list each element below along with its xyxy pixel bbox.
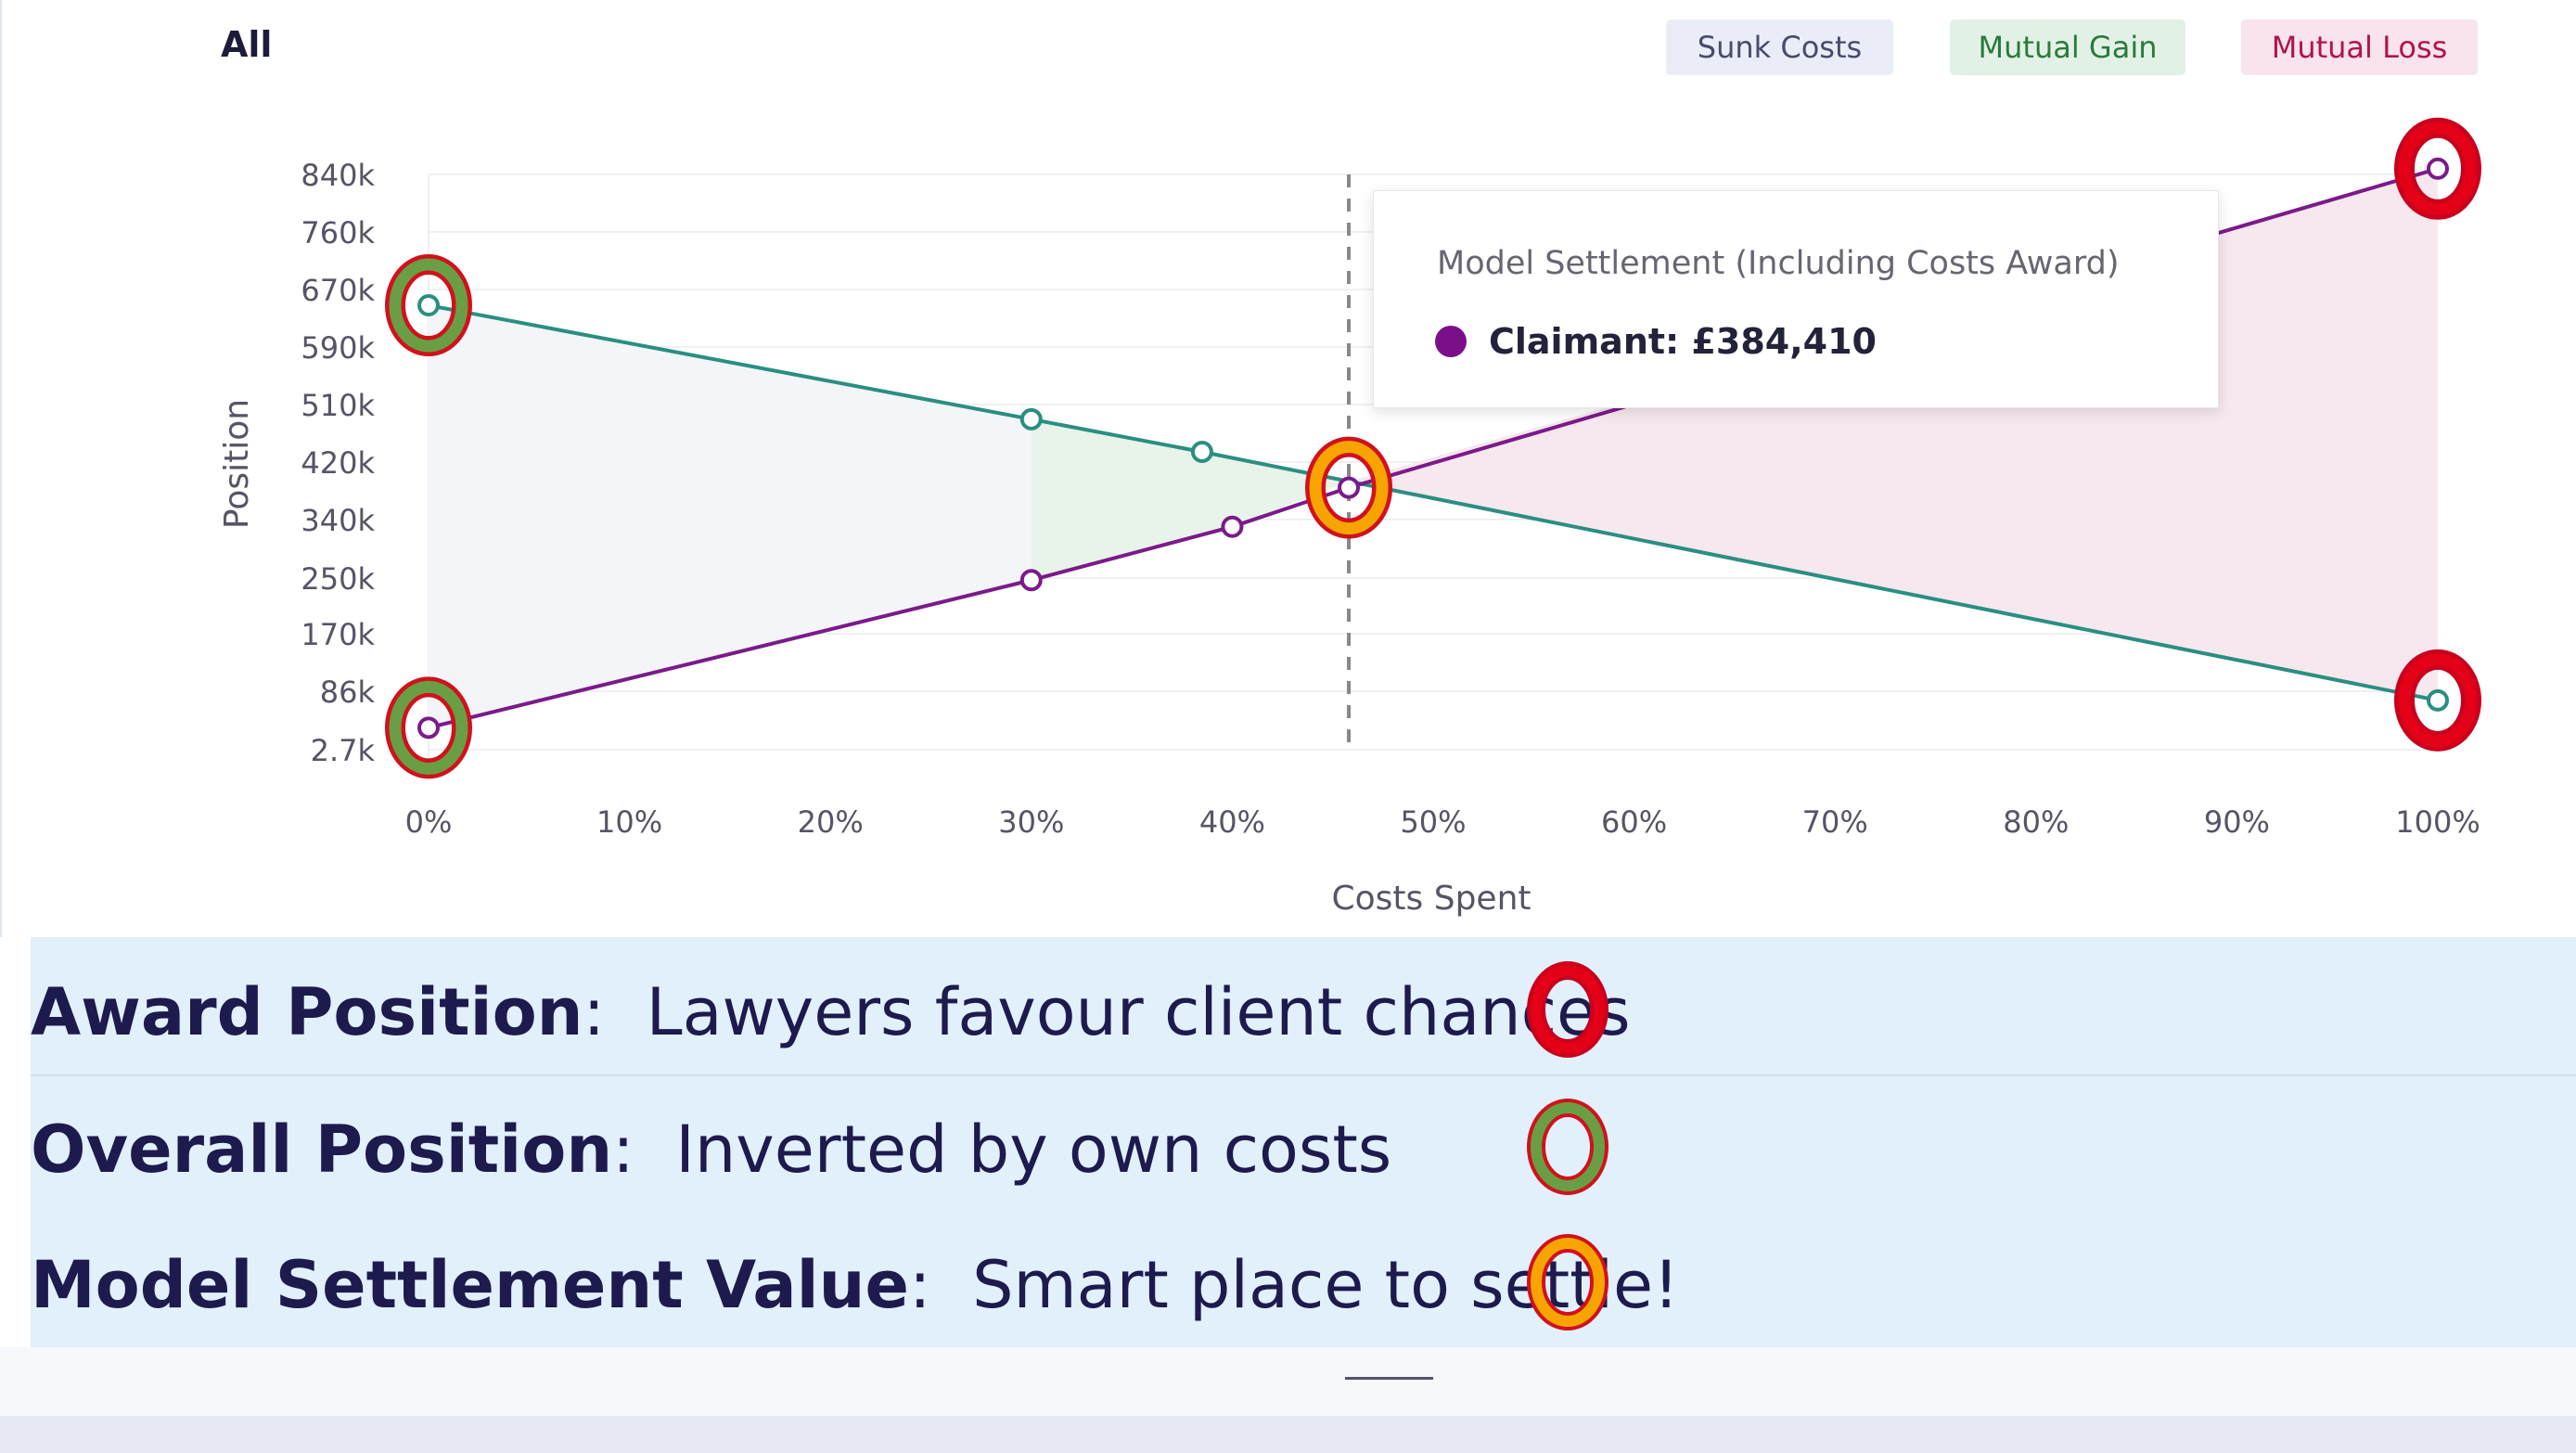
data-point — [417, 294, 440, 317]
x-axis-label: Costs Spent — [1331, 880, 1531, 918]
data-point — [1221, 515, 1244, 538]
note-overall-position: Overall Position: Inverted by own costs — [31, 1099, 2576, 1195]
chart-panel: All Sunk Costs Mutual Gain Mutual Loss 2… — [0, 0, 2576, 937]
x-tick-label: 90% — [2204, 804, 2270, 840]
tooltip-series-label: Claimant: — [1489, 321, 1680, 362]
note-text: Smart place to settle! — [972, 1247, 1680, 1323]
note-separator: : — [908, 1247, 931, 1323]
y-tick-label: 590k — [301, 330, 375, 366]
note-label: Model Settlement Value — [31, 1247, 909, 1323]
tooltip-title: Model Settlement (Including Costs Award) — [1437, 245, 2120, 282]
data-point — [1190, 440, 1213, 463]
y-tick-label: 86k — [320, 675, 376, 710]
annotation-ring — [1309, 441, 1389, 535]
legend-sunk-costs[interactable]: Sunk Costs — [1666, 19, 1893, 75]
x-tick-label: 0% — [405, 804, 453, 840]
y-tick-label: 170k — [301, 617, 375, 652]
mutual-gain-region — [1031, 418, 1350, 581]
data-point — [2427, 157, 2449, 180]
tooltip-value: £384,410 — [1691, 321, 1877, 362]
notes-divider — [31, 1074, 2576, 1076]
note-text: Lawyers favour client chances — [646, 974, 1631, 1050]
y-tick-label: 2.7k — [311, 733, 376, 768]
x-tick-label: 30% — [998, 804, 1064, 840]
sunk-costs-region — [429, 305, 1032, 728]
drag-handle[interactable] — [1345, 1377, 1433, 1380]
x-tick-label: 40% — [1199, 804, 1265, 840]
x-tick-label: 50% — [1400, 804, 1466, 840]
y-tick-label: 840k — [301, 158, 375, 193]
chart-plot[interactable]: 2.7k 86k 170k 250k 340k 420k 510k 590k 670k 760k 8… — [2, 0, 2576, 937]
red-ring-icon — [1527, 961, 1608, 1058]
data-points — [417, 157, 2449, 739]
note-award-position: Award Position: Lawyers favour client ch… — [31, 961, 2576, 1058]
y-tick-label: 420k — [301, 445, 375, 481]
note-text: Inverted by own costs — [675, 1112, 1392, 1188]
annotation-rings — [385, 117, 2481, 779]
annotation-ring — [2398, 653, 2478, 748]
y-tick-label: 670k — [301, 273, 375, 308]
green-ring-icon — [1527, 1099, 1608, 1195]
orange-ring-icon — [1527, 1234, 1608, 1331]
legend-mutual-gain[interactable]: Mutual Gain — [1950, 19, 2185, 75]
note-separator: : — [612, 1112, 634, 1188]
note-model-settlement: Model Settlement Value: Smart place to s… — [31, 1234, 2576, 1331]
data-point — [1019, 569, 1043, 592]
x-tick-label: 70% — [1802, 804, 1868, 840]
x-tick-label: 10% — [596, 804, 662, 840]
chart-title: All — [221, 24, 273, 65]
data-point — [417, 716, 440, 739]
data-point — [1338, 476, 1361, 499]
footer-bar — [0, 1416, 2576, 1453]
footer — [0, 1347, 2576, 1453]
y-tick-label: 760k — [301, 215, 375, 251]
notes-panel: Award Position: Lawyers favour client ch… — [31, 937, 2576, 1347]
data-point — [2427, 688, 2449, 712]
legend-mutual-loss[interactable]: Mutual Loss — [2241, 19, 2478, 75]
x-tick-label: 60% — [1601, 804, 1667, 840]
series-dot-icon — [1435, 326, 1467, 357]
y-axis-label: Position — [218, 399, 256, 529]
tooltip-row: Claimant: £384,410 — [1435, 321, 1877, 362]
x-tick-label: 100% — [2395, 804, 2480, 840]
annotation-ring — [2398, 122, 2478, 216]
data-point — [1019, 407, 1043, 431]
x-tick-label: 20% — [798, 804, 864, 840]
annotation-ring — [389, 680, 468, 775]
series-line — [428, 303, 2439, 702]
tooltip: Model Settlement (Including Costs Award)… — [1373, 190, 2219, 408]
note-separator: : — [583, 974, 606, 1050]
x-tick-label: 80% — [2003, 804, 2069, 840]
axis-ticks: 2.7k 86k 170k 250k 340k 420k 510k 590k 670k 760k 8… — [301, 158, 2480, 840]
note-label: Overall Position — [31, 1112, 613, 1188]
y-tick-label: 510k — [301, 388, 375, 423]
annotation-ring — [389, 258, 468, 353]
y-tick-label: 250k — [301, 561, 375, 597]
y-tick-label: 340k — [301, 503, 375, 538]
note-label: Award Position — [31, 974, 583, 1050]
